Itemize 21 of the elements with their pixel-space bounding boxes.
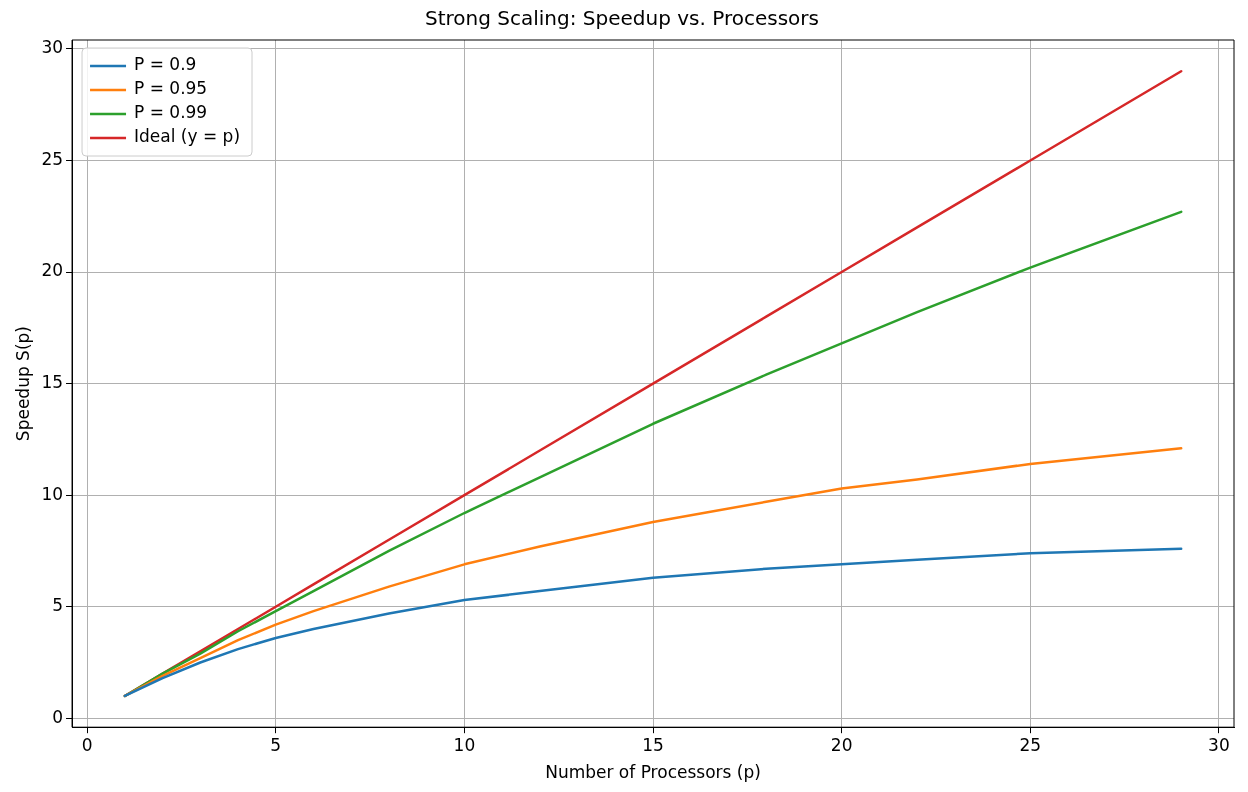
chart-title: Strong Scaling: Speedup vs. Processors: [425, 6, 819, 31]
x-tick-label: 20: [830, 734, 853, 755]
y-axis-title: Speedup S(p): [12, 326, 33, 442]
x-tick-label: 15: [642, 734, 664, 755]
legend-label: Ideal (y = p): [134, 126, 241, 147]
legend-label: P = 0.9: [134, 54, 197, 75]
legend-label: P = 0.99: [134, 102, 208, 123]
x-tick-label: 10: [453, 734, 476, 755]
x-tick-label: 30: [1208, 734, 1230, 755]
x-tick-label: 0: [81, 734, 93, 755]
y-tick-label: 0: [52, 706, 64, 727]
x-tick-label: 5: [270, 734, 282, 755]
y-tick-label: 30: [41, 37, 64, 58]
y-tick-label: 15: [41, 372, 64, 393]
y-tick-label: 20: [41, 260, 64, 281]
x-axis-title: Number of Processors (p): [545, 762, 761, 783]
y-tick-label: 5: [52, 595, 64, 616]
x-tick-label: 25: [1019, 734, 1042, 755]
legend-label: P = 0.95: [134, 78, 208, 99]
y-tick-label: 10: [41, 483, 64, 504]
y-tick-label: 25: [41, 148, 64, 169]
